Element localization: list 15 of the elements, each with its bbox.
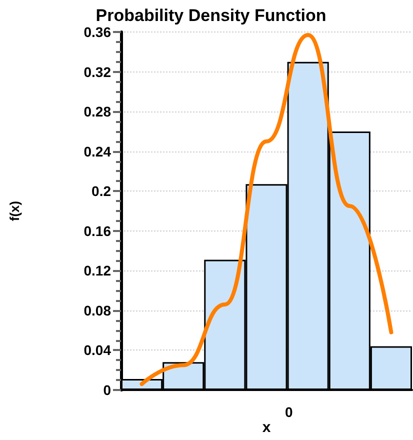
y-tick-label: 0.12	[84, 262, 112, 279]
y-tick-label: 0.24	[84, 143, 112, 160]
y-tick-label: 0	[103, 382, 112, 398]
y-tick-label: 0.28	[84, 104, 112, 120]
chart-title: Probability Density Function	[96, 6, 326, 25]
text: 0	[285, 404, 293, 420]
y-axis-title: f(x)	[7, 200, 22, 222]
y-tick-label: 0.08	[84, 302, 112, 318]
y-tick-label: 0.04	[84, 342, 112, 358]
line-series	[140, 32, 394, 386]
x-axis-title: x	[262, 419, 272, 436]
y-tick-label: 0.36	[84, 24, 112, 40]
y-tick-label: 0.32	[84, 64, 112, 80]
y-tick-label: 0.2	[92, 183, 112, 200]
y-tick-label: 0.16	[84, 222, 112, 239]
